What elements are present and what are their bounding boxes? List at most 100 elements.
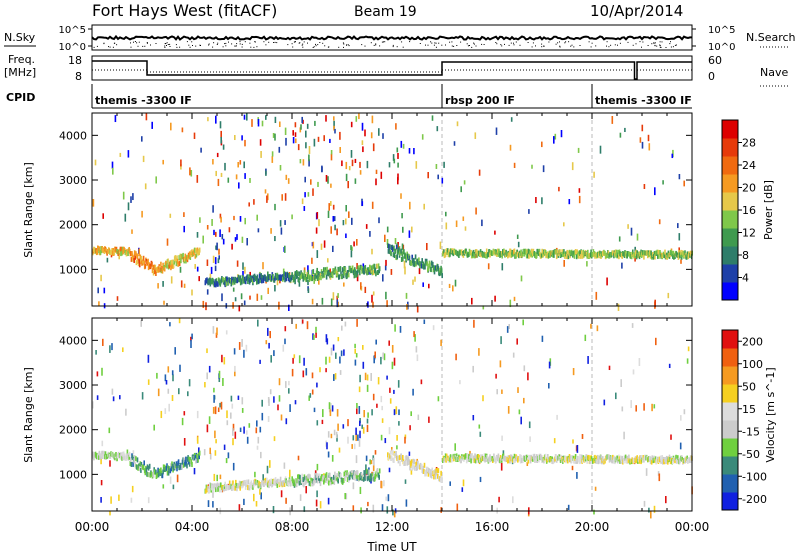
nsearch-dot (166, 42, 168, 44)
power-scatter-point (658, 219, 661, 225)
velocity-scatter-point (214, 430, 216, 439)
nsearch-dot (179, 46, 181, 48)
power-band-3-point (281, 274, 284, 280)
nsearch-dot (176, 46, 178, 48)
velocity-band-0-point (100, 454, 102, 460)
velocity-band-2-point (157, 472, 160, 478)
velocity-scatter-point (295, 323, 297, 329)
power-band-1-point (139, 254, 142, 260)
nsearch-dot (565, 41, 567, 43)
power-scatter-point (330, 226, 332, 234)
power-band-5-point (424, 264, 426, 270)
velocity-scatter-point (147, 354, 150, 363)
power-band-0-point (96, 249, 98, 255)
power-band-5-point (393, 253, 396, 258)
nsearch-label: N.Search (746, 31, 796, 44)
nsky-left-tick-top: 10^5 (59, 25, 86, 36)
velocity-scatter-point (178, 388, 180, 395)
radar-title: Fort Hays West (fitACF) (92, 1, 277, 20)
velocity-band-6-point (650, 459, 653, 465)
power-scatter-point (329, 138, 331, 143)
velocity-scatter-point (272, 506, 275, 514)
power-scatter-point (332, 204, 335, 210)
velocity-scatter-point (305, 368, 308, 376)
velocity-band-6-point (665, 459, 667, 465)
power-scatter-point (251, 119, 253, 127)
velocity-xticks: 00:00 04:00 08:00 12:00 16:00 20:00 00:00 (75, 318, 709, 534)
velocity-scatter-point (255, 427, 258, 434)
velocity-scatter-point (325, 368, 327, 373)
velocity-band-3-point (260, 483, 262, 488)
velocity-scatter-point (285, 418, 288, 425)
power-scatter-point (401, 213, 403, 219)
nsearch-dot (322, 42, 324, 44)
power-band-3-point (239, 275, 241, 281)
power-scatter-point (630, 227, 633, 236)
velocity-scatter-point (359, 430, 361, 439)
nsearch-dot (136, 42, 138, 44)
nsearch-dot (591, 42, 593, 44)
velocity-scatter-point (219, 474, 222, 480)
power-band-4-point (298, 277, 300, 283)
velocity-band-1-point (129, 461, 132, 466)
nsearch-dot (451, 41, 453, 43)
velocity-band-2-point (186, 463, 188, 469)
power-scatter-point (285, 174, 288, 180)
power-band-3-point (232, 280, 234, 286)
power-scatter-point (332, 245, 334, 253)
power-scatter-point (234, 135, 236, 141)
power-colorbar-swatch-2 (722, 246, 738, 265)
power-band-3-point (233, 279, 236, 285)
power-band-6-point (589, 252, 592, 258)
velocity-band-3-point (246, 480, 249, 486)
power-scatter-point (408, 148, 411, 154)
power-scatter-point (221, 293, 223, 302)
velocity-scatter-point (239, 427, 242, 433)
power-band-6-point (587, 249, 589, 255)
power-band-1-point (151, 261, 153, 267)
velocity-band-3-point (208, 488, 210, 494)
power-scatter-point (112, 167, 114, 175)
nsearch-dot (303, 41, 305, 43)
power-scatter-point (599, 145, 602, 154)
velocity-band-3-point (205, 484, 208, 490)
velocity-band-5-point (410, 459, 413, 465)
power-scatter-point (240, 293, 243, 300)
power-band-5-point (398, 247, 400, 253)
power-scatter-point (648, 143, 651, 151)
power-band-6-point (487, 252, 490, 257)
time-axis-label: Time UT (366, 540, 417, 554)
nsearch-dot (268, 41, 270, 43)
power-scatter-point (345, 161, 348, 170)
power-band-4-point (371, 265, 373, 271)
power-band-6-point (684, 250, 686, 256)
nsearch-dot (500, 44, 502, 46)
power-scatter-point (395, 123, 397, 130)
velocity-band-5-point (411, 465, 413, 471)
power-scatter-point (394, 238, 397, 245)
velocity-scatter-point (337, 337, 340, 342)
power-band-6-point (523, 251, 526, 257)
power-scatter-point (428, 283, 430, 289)
velocity-band-6-point (626, 455, 628, 461)
velocity-band-3-point (274, 480, 276, 486)
power-band-6-point (541, 248, 543, 254)
velocity-scatter-point (172, 484, 175, 490)
nsearch-dot (96, 45, 98, 47)
nsearch-dot (513, 44, 515, 46)
power-scatter-point (284, 193, 287, 201)
power-band-6-point (518, 253, 520, 259)
nsearch-dot (192, 45, 193, 46)
velocity-ytick-label-3: 4000 (59, 334, 87, 347)
velocity-band-1-point (148, 463, 151, 469)
power-band-3-point (287, 273, 289, 278)
power-band-5-point (426, 261, 428, 267)
velocity-band-4-point (368, 469, 370, 475)
nsearch-dot (469, 45, 470, 46)
velocity-band-6-point (585, 454, 588, 460)
power-scatter-point (98, 301, 100, 306)
nsearch-dot (475, 45, 477, 47)
nsearch-dot (496, 43, 498, 45)
velocity-band-6-point (669, 459, 672, 465)
power-scatter-point (287, 178, 290, 184)
